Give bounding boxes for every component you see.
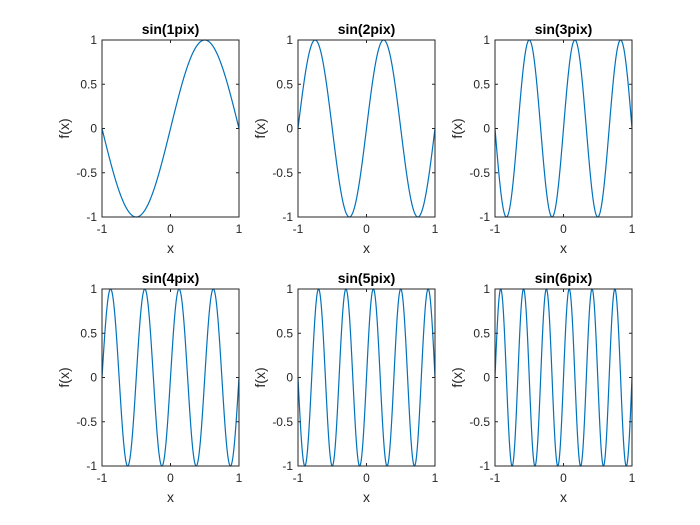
y-tick-label: 0 xyxy=(483,371,490,385)
series-line xyxy=(494,39,633,218)
y-axis-label: f(x) xyxy=(252,118,268,138)
panel-title: sin(3pix) xyxy=(535,21,593,37)
y-axis-label: f(x) xyxy=(449,118,465,138)
subplot-3: -1 0 1 -1 -0.5 0 0.5 1 sin(3pix) x f(x) xyxy=(449,21,636,256)
y-tick-label: 0 xyxy=(483,122,490,136)
subplot-6: -1 0 1 -1 -0.5 0 0.5 1 sin(6pix) x f(x) xyxy=(449,270,636,505)
panel-title: sin(2pix) xyxy=(338,21,396,37)
x-axis-label: x xyxy=(363,489,370,505)
y-axis-label: f(x) xyxy=(449,367,465,387)
series-line xyxy=(101,288,240,467)
y-tick-label: 0 xyxy=(286,122,293,136)
x-tick-label: -1 xyxy=(293,222,304,236)
x-tick-label: -1 xyxy=(97,471,108,485)
y-axis-label: f(x) xyxy=(56,118,72,138)
x-tick-label: 1 xyxy=(432,222,439,236)
x-tick-label: 0 xyxy=(167,471,174,485)
x-tick-label: -1 xyxy=(490,471,501,485)
x-tick-label: 0 xyxy=(363,471,370,485)
y-tick-label: -0.5 xyxy=(272,415,293,429)
y-axis-label: f(x) xyxy=(56,367,72,387)
panel-title: sin(5pix) xyxy=(338,270,396,286)
y-tick-label: -0.5 xyxy=(76,415,97,429)
x-tick-label: 0 xyxy=(560,222,567,236)
y-tick-label: -0.5 xyxy=(76,166,97,180)
series-line xyxy=(101,39,240,218)
x-tick-label: 1 xyxy=(236,471,243,485)
x-tick-label: -1 xyxy=(490,222,501,236)
panel-title: sin(1pix) xyxy=(142,21,200,37)
subplot-grid: -1 0 1 -1 -0.5 0 0.5 1 sin(1pix) x f(x) -1 0 1 -1 -0.5 0… xyxy=(56,21,636,505)
y-tick-label: 1 xyxy=(90,33,97,47)
subplot-5: -1 0 1 -1 -0.5 0 0.5 1 sin(5pix) x f(x) xyxy=(252,270,439,505)
x-axis-label: x xyxy=(560,240,567,256)
panel-title: sin(6pix) xyxy=(535,270,593,286)
y-tick-label: -1 xyxy=(479,459,490,473)
y-tick-label: 0.5 xyxy=(80,77,97,91)
y-tick-label: 0.5 xyxy=(473,77,490,91)
subplot-1: -1 0 1 -1 -0.5 0 0.5 1 sin(1pix) x f(x) xyxy=(56,21,243,256)
y-tick-label: 0 xyxy=(286,371,293,385)
x-tick-label: 1 xyxy=(629,471,636,485)
y-tick-label: 0.5 xyxy=(473,326,490,340)
y-tick-label: 1 xyxy=(90,282,97,296)
y-tick-label: 0.5 xyxy=(80,326,97,340)
y-tick-label: 0.5 xyxy=(276,77,293,91)
y-tick-label: 0.5 xyxy=(276,326,293,340)
y-tick-label: -1 xyxy=(86,459,97,473)
series-line xyxy=(297,39,436,218)
x-tick-label: -1 xyxy=(97,222,108,236)
panel-title: sin(4pix) xyxy=(142,270,200,286)
y-tick-label: 0 xyxy=(90,122,97,136)
x-tick-label: 0 xyxy=(167,222,174,236)
series-line xyxy=(494,288,633,467)
subplot-4: -1 0 1 -1 -0.5 0 0.5 1 sin(4pix) x f(x) xyxy=(56,270,243,505)
y-tick-label: -0.5 xyxy=(469,166,490,180)
y-tick-label: 1 xyxy=(483,33,490,47)
y-tick-label: -0.5 xyxy=(272,166,293,180)
x-axis-label: x xyxy=(167,240,174,256)
x-axis-label: x xyxy=(363,240,370,256)
y-axis-label: f(x) xyxy=(252,367,268,387)
y-tick-label: -1 xyxy=(282,459,293,473)
x-tick-label: -1 xyxy=(293,471,304,485)
y-tick-label: 0 xyxy=(90,371,97,385)
y-tick-label: -1 xyxy=(86,210,97,224)
y-tick-label: -1 xyxy=(479,210,490,224)
x-tick-label: 1 xyxy=(629,222,636,236)
subplot-2: -1 0 1 -1 -0.5 0 0.5 1 sin(2pix) x f(x) xyxy=(252,21,439,256)
x-tick-label: 0 xyxy=(363,222,370,236)
y-tick-label: 1 xyxy=(483,282,490,296)
x-tick-label: 0 xyxy=(560,471,567,485)
y-tick-label: 1 xyxy=(286,282,293,296)
x-tick-label: 1 xyxy=(432,471,439,485)
y-tick-label: -0.5 xyxy=(469,415,490,429)
x-axis-label: x xyxy=(560,489,567,505)
y-tick-label: 1 xyxy=(286,33,293,47)
x-axis-label: x xyxy=(167,489,174,505)
y-tick-label: -1 xyxy=(282,210,293,224)
x-tick-label: 1 xyxy=(236,222,243,236)
series-line xyxy=(297,288,436,467)
